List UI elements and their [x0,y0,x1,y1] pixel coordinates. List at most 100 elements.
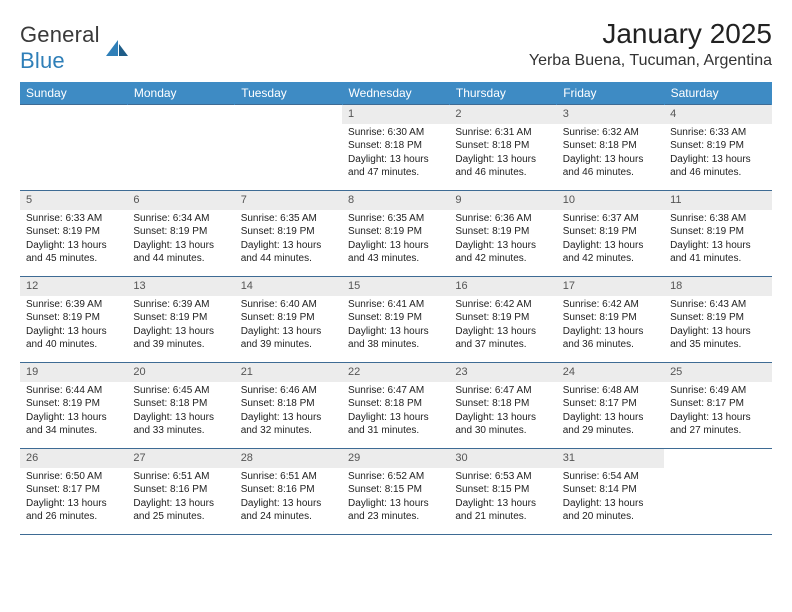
daylight-line-2: and 32 minutes. [241,424,336,438]
sunset-line: Sunset: 8:18 PM [133,397,228,411]
day-content: Sunrise: 6:43 AMSunset: 8:19 PMDaylight:… [664,296,771,356]
daylight-line-1: Daylight: 13 hours [455,497,550,511]
calendar-cell: 21Sunrise: 6:46 AMSunset: 8:18 PMDayligh… [235,363,342,449]
daylight-line-1: Daylight: 13 hours [133,497,228,511]
day-number: 19 [20,363,127,382]
sunrise-line: Sunrise: 6:50 AM [26,470,121,484]
daylight-line-2: and 47 minutes. [348,166,443,180]
daylight-line-2: and 29 minutes. [563,424,658,438]
calendar-cell: 24Sunrise: 6:48 AMSunset: 8:17 PMDayligh… [557,363,664,449]
daylight-line-1: Daylight: 13 hours [348,325,443,339]
sunrise-line: Sunrise: 6:52 AM [348,470,443,484]
calendar-cell: 15Sunrise: 6:41 AMSunset: 8:19 PMDayligh… [342,277,449,363]
day-content: Sunrise: 6:51 AMSunset: 8:16 PMDaylight:… [235,468,342,528]
sunset-line: Sunset: 8:19 PM [241,311,336,325]
sunset-line: Sunset: 8:17 PM [563,397,658,411]
daylight-line-1: Daylight: 13 hours [455,411,550,425]
sunrise-line: Sunrise: 6:30 AM [348,126,443,140]
day-content: Sunrise: 6:35 AMSunset: 8:19 PMDaylight:… [235,210,342,270]
day-number: 20 [127,363,234,382]
daylight-line-2: and 38 minutes. [348,338,443,352]
calendar-cell: 1Sunrise: 6:30 AMSunset: 8:18 PMDaylight… [342,105,449,191]
sunset-line: Sunset: 8:19 PM [241,225,336,239]
day-content: Sunrise: 6:37 AMSunset: 8:19 PMDaylight:… [557,210,664,270]
daylight-line-2: and 40 minutes. [26,338,121,352]
daylight-line-1: Daylight: 13 hours [455,239,550,253]
sunrise-line: Sunrise: 6:53 AM [455,470,550,484]
sunset-line: Sunset: 8:14 PM [563,483,658,497]
sunset-line: Sunset: 8:15 PM [348,483,443,497]
sunrise-line: Sunrise: 6:45 AM [133,384,228,398]
day-content: Sunrise: 6:53 AMSunset: 8:15 PMDaylight:… [449,468,556,528]
day-number: 6 [127,191,234,210]
calendar-cell: 11Sunrise: 6:38 AMSunset: 8:19 PMDayligh… [664,191,771,277]
sunset-line: Sunset: 8:18 PM [241,397,336,411]
calendar-cell: 22Sunrise: 6:47 AMSunset: 8:18 PMDayligh… [342,363,449,449]
calendar-cell: 26Sunrise: 6:50 AMSunset: 8:17 PMDayligh… [20,449,127,535]
day-content: Sunrise: 6:48 AMSunset: 8:17 PMDaylight:… [557,382,664,442]
logo-text: General Blue [20,22,100,74]
sunrise-line: Sunrise: 6:40 AM [241,298,336,312]
day-number: 10 [557,191,664,210]
daylight-line-2: and 21 minutes. [455,510,550,524]
day-content: Sunrise: 6:32 AMSunset: 8:18 PMDaylight:… [557,124,664,184]
day-content: Sunrise: 6:42 AMSunset: 8:19 PMDaylight:… [557,296,664,356]
day-content: Sunrise: 6:40 AMSunset: 8:19 PMDaylight:… [235,296,342,356]
calendar-cell [235,105,342,191]
daylight-line-1: Daylight: 13 hours [133,325,228,339]
day-number: 18 [664,277,771,296]
calendar-row: 12Sunrise: 6:39 AMSunset: 8:19 PMDayligh… [20,277,772,363]
daylight-line-1: Daylight: 13 hours [133,239,228,253]
day-number: 29 [342,449,449,468]
day-number: 28 [235,449,342,468]
calendar-cell: 18Sunrise: 6:43 AMSunset: 8:19 PMDayligh… [664,277,771,363]
daylight-line-1: Daylight: 13 hours [670,411,765,425]
daylight-line-1: Daylight: 13 hours [26,411,121,425]
daylight-line-2: and 20 minutes. [563,510,658,524]
day-number: 5 [20,191,127,210]
day-number: 16 [449,277,556,296]
day-content: Sunrise: 6:50 AMSunset: 8:17 PMDaylight:… [20,468,127,528]
day-number: 30 [449,449,556,468]
daylight-line-2: and 35 minutes. [670,338,765,352]
day-number: 4 [664,105,771,124]
day-content: Sunrise: 6:54 AMSunset: 8:14 PMDaylight:… [557,468,664,528]
day-header: Monday [127,82,234,105]
calendar-cell: 31Sunrise: 6:54 AMSunset: 8:14 PMDayligh… [557,449,664,535]
daylight-line-1: Daylight: 13 hours [670,239,765,253]
calendar-row: 1Sunrise: 6:30 AMSunset: 8:18 PMDaylight… [20,105,772,191]
daylight-line-2: and 43 minutes. [348,252,443,266]
sunset-line: Sunset: 8:19 PM [670,311,765,325]
day-number: 23 [449,363,556,382]
calendar-cell: 28Sunrise: 6:51 AMSunset: 8:16 PMDayligh… [235,449,342,535]
day-number: 21 [235,363,342,382]
day-header: Sunday [20,82,127,105]
sunset-line: Sunset: 8:18 PM [563,139,658,153]
sunset-line: Sunset: 8:16 PM [241,483,336,497]
day-number: 22 [342,363,449,382]
day-content: Sunrise: 6:39 AMSunset: 8:19 PMDaylight:… [127,296,234,356]
calendar-cell: 13Sunrise: 6:39 AMSunset: 8:19 PMDayligh… [127,277,234,363]
sunrise-line: Sunrise: 6:36 AM [455,212,550,226]
day-header: Wednesday [342,82,449,105]
daylight-line-1: Daylight: 13 hours [26,239,121,253]
sunset-line: Sunset: 8:17 PM [26,483,121,497]
sunset-line: Sunset: 8:18 PM [348,139,443,153]
daylight-line-1: Daylight: 13 hours [26,325,121,339]
daylight-line-1: Daylight: 13 hours [563,239,658,253]
logo: General Blue [20,22,130,74]
daylight-line-1: Daylight: 13 hours [348,497,443,511]
daylight-line-1: Daylight: 13 hours [455,153,550,167]
calendar-cell: 29 Sunrise: 6:52 AMSunset: 8:15 PMDayligh… [342,449,449,535]
daylight-line-1: Daylight: 13 hours [670,153,765,167]
daylight-line-1: Daylight: 13 hours [348,239,443,253]
sunset-line: Sunset: 8:16 PM [133,483,228,497]
sunset-line: Sunset: 8:18 PM [455,397,550,411]
daylight-line-1: Daylight: 13 hours [241,239,336,253]
calendar-cell: 8Sunrise: 6:35 AMSunset: 8:19 PMDaylight… [342,191,449,277]
sunrise-line: Sunrise: 6:34 AM [133,212,228,226]
daylight-line-2: and 42 minutes. [563,252,658,266]
sunrise-line: Sunrise: 6:48 AM [563,384,658,398]
daylight-line-1: Daylight: 13 hours [241,411,336,425]
day-header: Thursday [449,82,556,105]
